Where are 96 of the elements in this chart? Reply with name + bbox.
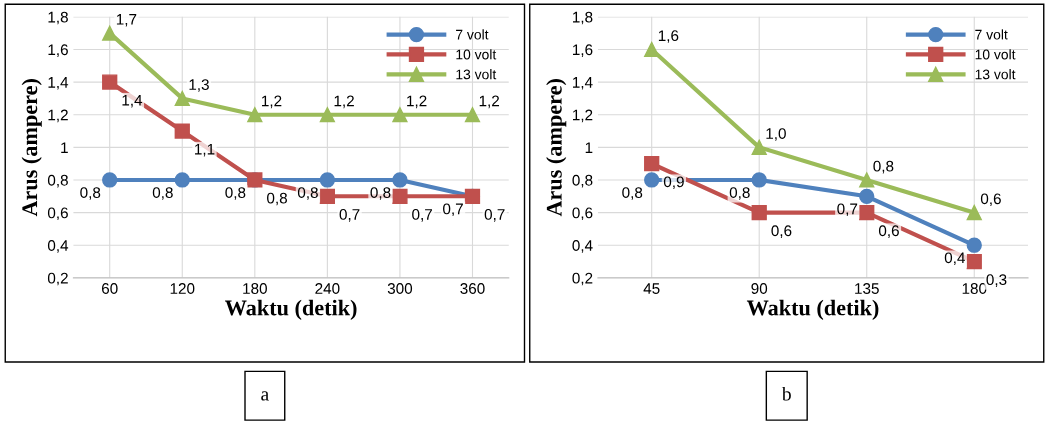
data-label: 1,2 [407, 95, 427, 109]
legend-label: 7 volt [456, 29, 489, 40]
legend-label: 13 volt [456, 69, 497, 80]
data-label: 0,6 [771, 225, 792, 238]
data-label: 0,7 [837, 203, 858, 217]
point [751, 204, 767, 221]
text: a [261, 391, 269, 401]
data-label: 0,6 [878, 225, 899, 238]
y-axis-title: Arus (ampere) [546, 79, 567, 217]
point [644, 156, 660, 172]
y-tick-label: 0,8 [47, 174, 68, 188]
text: b [781, 386, 791, 401]
data-label: 0,7 [484, 209, 505, 222]
data-label: 0,6 [980, 193, 1001, 207]
point [174, 123, 190, 139]
data-label: 0,9 [663, 176, 684, 190]
x-tick-label: 60 [101, 283, 118, 294]
x-tick-label: 300 [387, 283, 413, 294]
point [751, 172, 767, 188]
point [751, 139, 767, 155]
y-tick-label: 1,6 [573, 44, 593, 57]
x-tick-label: 90 [751, 283, 768, 294]
point [966, 204, 982, 221]
x-tick-label: 45 [643, 283, 660, 294]
data-label: 0,8 [729, 187, 750, 200]
point [247, 107, 263, 123]
point [392, 172, 408, 188]
data-label: 1,6 [658, 30, 679, 43]
data-label: 0,8 [297, 187, 318, 200]
point [392, 188, 408, 204]
x-tick-label: 120 [170, 283, 195, 294]
point [102, 25, 118, 41]
data-label: 0,8 [873, 160, 894, 174]
y-tick-label: 0,4 [572, 240, 593, 253]
point [644, 41, 660, 58]
data-label: 1,4 [122, 94, 143, 108]
point [319, 172, 336, 188]
y-tick-label: 0,6 [572, 207, 593, 221]
x-tick-label: 360 [460, 283, 485, 294]
y-tick-label: 0,2 [572, 272, 593, 286]
data-label: 1,2 [262, 95, 282, 109]
x-tick-label: 240 [315, 283, 340, 294]
data-label: 0,7 [443, 203, 463, 217]
point [174, 172, 190, 188]
y-tick-label: 1,2 [48, 109, 68, 123]
y-tick-label: 1,6 [48, 44, 68, 57]
point [319, 107, 336, 123]
y-tick-label: 0,4 [47, 240, 69, 253]
y-tick-label: 1,2 [573, 109, 593, 123]
data-label: 0,8 [152, 187, 173, 200]
legend-label: 7 volt [975, 29, 1008, 40]
y-axis-title: Arus (ampere) [21, 79, 42, 217]
point [464, 107, 481, 123]
data-label: 0,7 [412, 209, 433, 222]
point [392, 107, 408, 123]
x-tick-label: 180 [243, 283, 267, 294]
data-label: 1,2 [479, 95, 500, 109]
legend-label: 10 volt [975, 49, 1016, 60]
point [102, 74, 118, 90]
y-tick-label: 1,4 [573, 77, 593, 90]
point [319, 188, 336, 204]
y-tick-label: 1 [61, 142, 68, 153]
data-label: 0,4 [944, 252, 965, 266]
x-tick-label: 180 [962, 283, 987, 294]
y-tick-label: 0,2 [47, 272, 68, 286]
data-label: 0,8 [80, 187, 101, 200]
legend-label: 13 volt [975, 69, 1016, 80]
point [859, 204, 875, 221]
point [859, 188, 875, 204]
point [966, 237, 982, 253]
point [174, 90, 190, 107]
data-label: 1,1 [195, 143, 215, 157]
y-tick-label: 0,6 [47, 207, 68, 221]
data-label: 1,0 [766, 128, 786, 141]
data-label: 0,8 [267, 192, 287, 206]
data-label: 1,7 [116, 14, 137, 27]
y-tick-label: 1,8 [48, 11, 68, 25]
data-label: 0,8 [622, 187, 643, 200]
data-label: 0,8 [370, 187, 391, 200]
data-label: 0,3 [986, 274, 1007, 287]
point [644, 172, 660, 188]
y-tick-label: 0,8 [572, 174, 593, 188]
x-axis-title: Waktu (detik) [225, 299, 357, 320]
x-axis-title: Waktu (detik) [746, 299, 879, 320]
point [102, 172, 118, 188]
data-label: 1,3 [189, 79, 209, 92]
data-label: 0,8 [225, 187, 246, 200]
y-tick-label: 1 [585, 142, 593, 153]
y-tick-label: 1,4 [48, 77, 69, 90]
data-label: 1,2 [334, 95, 354, 109]
point [859, 172, 875, 188]
data-label: 0,7 [339, 209, 360, 222]
y-tick-label: 1,8 [573, 11, 593, 25]
point [966, 253, 982, 270]
legend-label: 10 volt [456, 49, 497, 60]
x-tick-label: 135 [855, 283, 879, 294]
